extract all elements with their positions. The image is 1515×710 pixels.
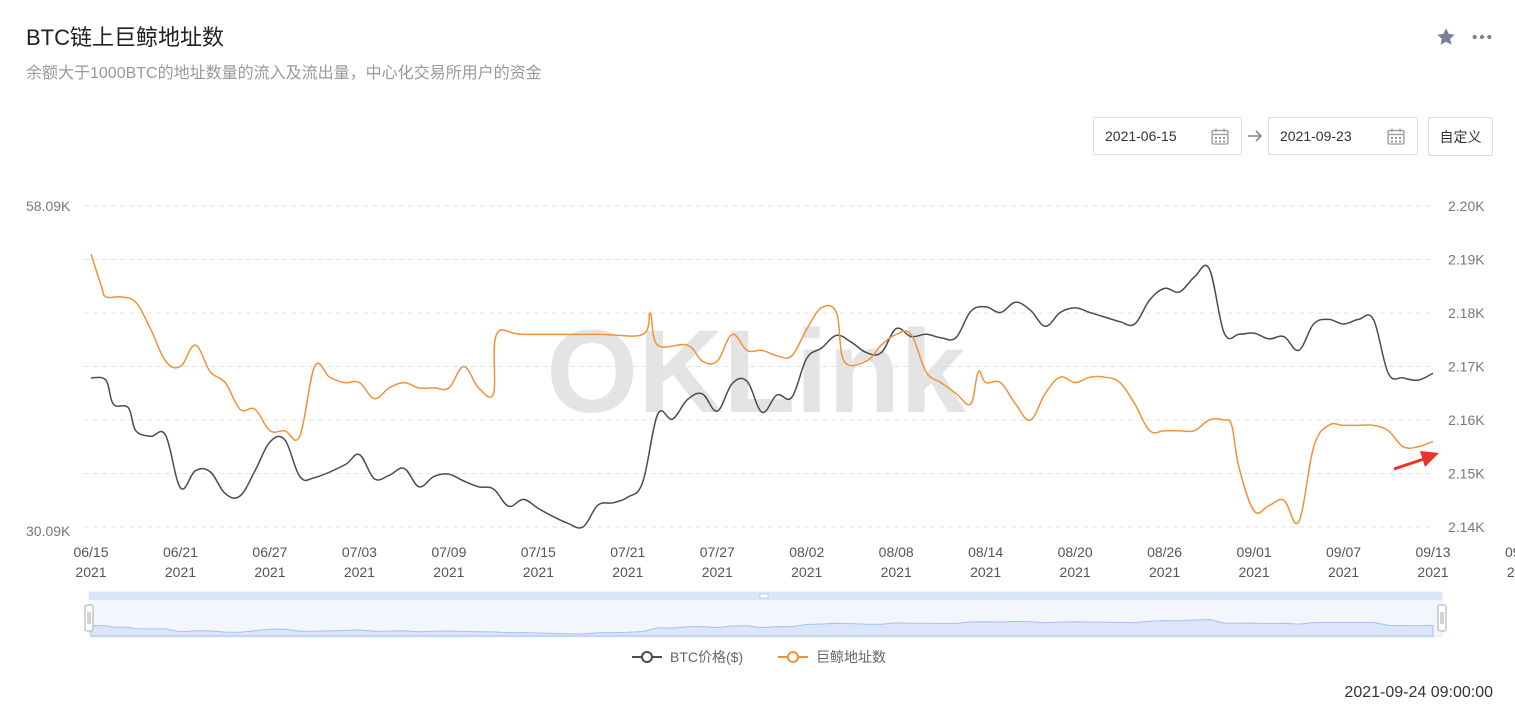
x-tick-label: 2021 [344,564,375,580]
left-axis: 58.09K 30.09K [26,198,71,539]
x-tick-label: 2021 [254,564,285,580]
whale-count-line [90,253,1434,525]
x-axis: 06/15 2021 06/21 2021 06/27 2021 07/03 2021 07/0… [73,544,1515,580]
legend-label: 巨鲸地址数 [816,649,886,665]
right-tick-label: 2.19K [1448,252,1485,268]
header-actions [1435,26,1493,48]
range-navigator[interactable] [84,591,1447,638]
x-tick-label: 2021 [1149,564,1180,580]
x-tick-label: 07/09 [431,544,466,560]
x-tick-label: 09/13 [1415,544,1450,560]
right-tick-label: 2.18K [1448,305,1485,321]
x-tick-label: 08/26 [1147,544,1182,560]
right-tick-label: 2.17K [1448,359,1485,375]
x-tick-label: 2021 [433,564,464,580]
calendar-icon [1211,128,1229,145]
x-tick-label: 2021 [1507,564,1515,580]
legend-marker-icon [641,651,653,663]
x-tick-label: 2021 [1328,564,1359,580]
custom-range-button[interactable]: 自定义 [1428,117,1493,156]
x-tick-label: 2021 [970,564,1001,580]
x-tick-label: 08/14 [968,544,1003,560]
navigator-left-handle-body [84,604,94,632]
right-tick-label: 2.20K [1448,198,1485,214]
watermark: OKLink [546,306,966,438]
calendar-icon [1387,128,1405,145]
legend-item-whale-count[interactable]: 巨鲸地址数 [778,649,886,665]
chart-subtitle: 余额大于1000BTC的地址数量的流入及流出量，中心化交易所用户的资金 [26,65,542,82]
x-tick-label: 09/07 [1326,544,1361,560]
series-layer [90,253,1434,529]
x-tick-label: 07/03 [342,544,377,560]
x-tick-label: 2021 [1417,564,1448,580]
x-tick-label: 2021 [523,564,554,580]
legend-label: BTC价格($) [670,649,743,665]
x-tick-label: 09/01 [1237,544,1272,560]
navigator-area [90,618,1434,637]
x-tick-label: 07/21 [610,544,645,560]
arrow-right-icon [1248,130,1263,142]
legend-marker-icon [787,651,799,663]
navigator-right-handle[interactable] [1437,604,1447,632]
start-date-picker[interactable]: 2021-06-15 [1093,117,1242,155]
end-date-picker[interactable]: 2021-09-23 [1268,117,1418,155]
annotation-arrow-icon [1393,457,1425,471]
x-tick-label: 2021 [75,564,106,580]
legend-item-btc-price[interactable]: BTC价格($) [632,649,743,665]
annotation [1393,451,1439,471]
x-tick-label: 06/21 [163,544,198,560]
right-tick-label: 2.16K [1448,412,1485,428]
navigator-left-handle[interactable] [84,604,94,632]
btc-price-line [90,264,1434,529]
annotation-arrow-head [1420,451,1439,467]
update-timestamp: 2021-09-24 09:00:00 [1344,684,1493,701]
x-tick-label: 08/02 [789,544,824,560]
left-tick-label: 58.09K [26,198,71,214]
x-tick-label: 07/27 [700,544,735,560]
x-tick-label: 2021 [791,564,822,580]
more-icon[interactable] [1471,26,1493,48]
right-axis: 2.20K 2.19K 2.18K 2.17K 2.16K 2.15K 2.14K [1448,198,1485,535]
x-tick-label: 09/19 [1505,544,1515,560]
x-tick-label: 2021 [881,564,912,580]
navigator-right-handle-body [1437,604,1447,632]
x-tick-label: 08/08 [879,544,914,560]
x-tick-label: 2021 [1060,564,1091,580]
navigator-grip-icon [759,593,769,599]
end-date-value: 2021-09-23 [1280,128,1352,144]
x-tick-label: 2021 [612,564,643,580]
chart-title: BTC链上巨鲸地址数 [26,25,225,50]
left-tick-label: 30.09K [26,523,71,539]
x-tick-label: 06/27 [252,544,287,560]
x-tick-label: 08/20 [1058,544,1093,560]
right-tick-label: 2.14K [1448,519,1485,535]
legend: BTC价格($) 巨鲸地址数 [632,649,886,665]
right-tick-label: 2.15K [1448,466,1485,482]
start-date-value: 2021-06-15 [1105,128,1177,144]
star-icon[interactable] [1435,26,1457,48]
x-tick-label: 06/15 [73,544,108,560]
x-tick-label: 2021 [702,564,733,580]
x-tick-label: 2021 [1238,564,1269,580]
x-tick-label: 2021 [165,564,196,580]
x-tick-label: 07/15 [521,544,556,560]
